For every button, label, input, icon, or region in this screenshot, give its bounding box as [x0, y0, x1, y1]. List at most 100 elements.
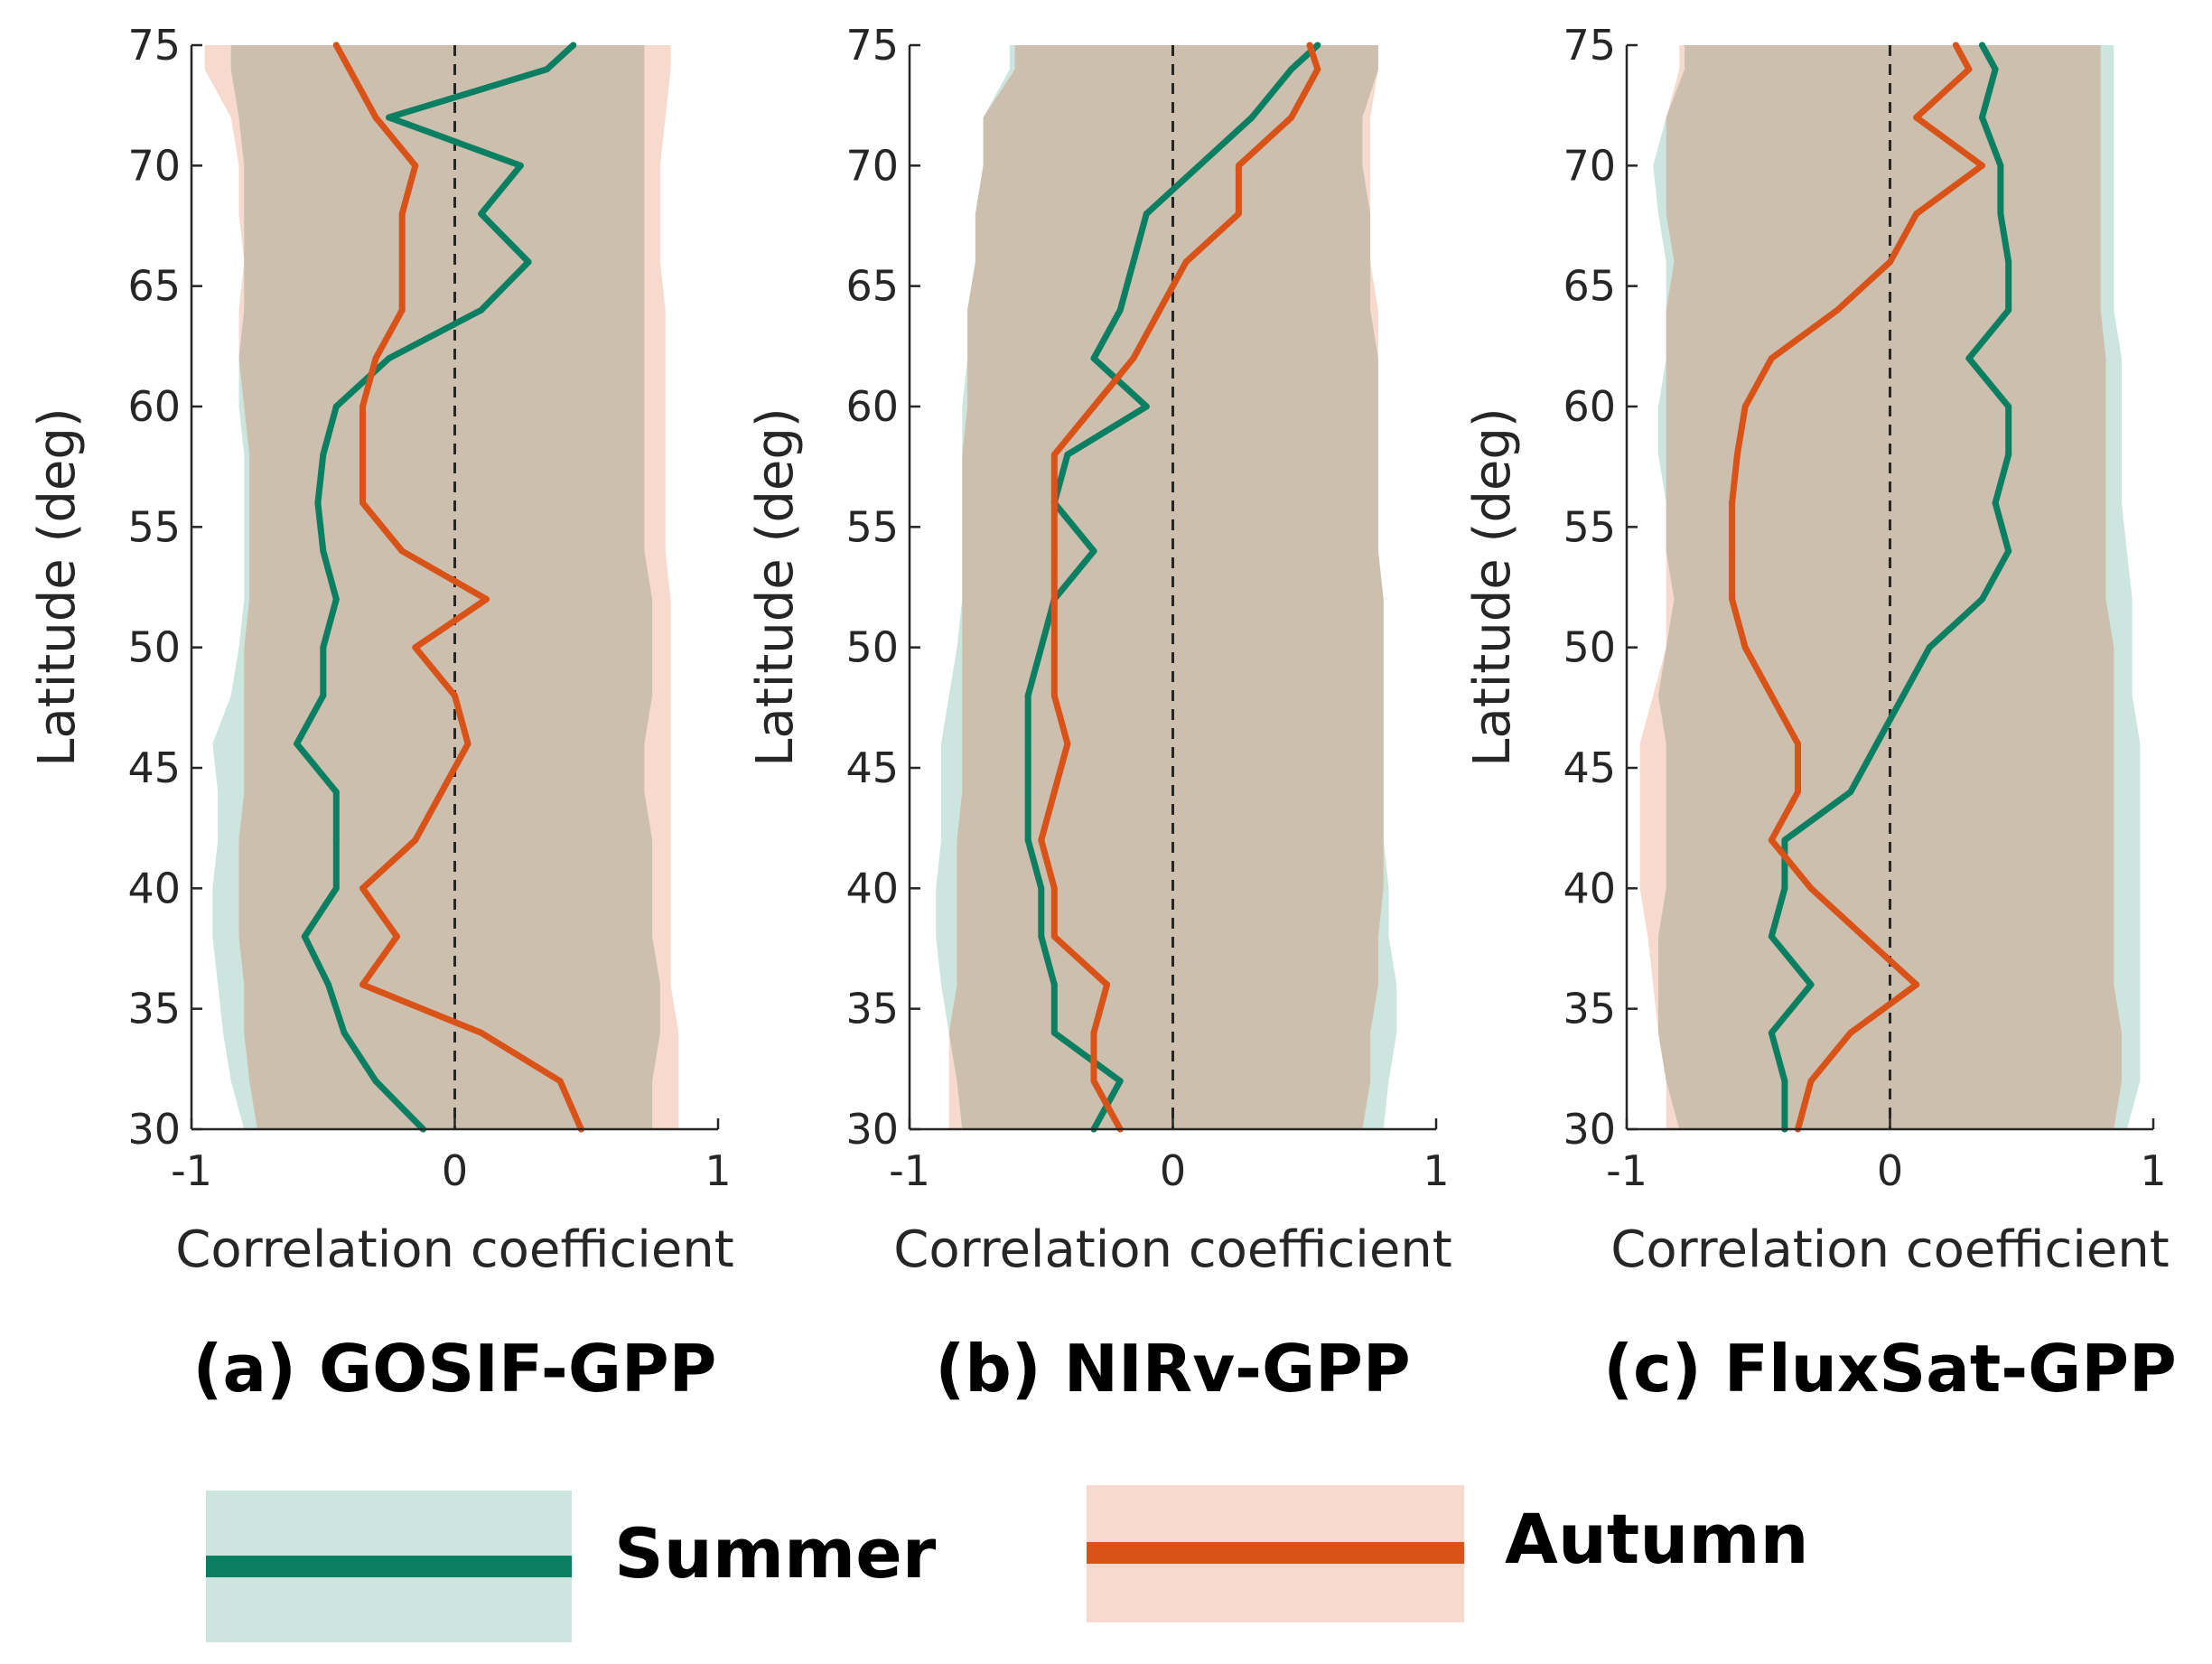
- data-point-summer: [320, 644, 327, 651]
- data-point-autumn: [1847, 1029, 1854, 1036]
- y-tick-label: 35: [1563, 985, 1616, 1033]
- data-point-autumn: [1952, 42, 1959, 49]
- legend-autumn-label: Autumn: [1505, 1499, 1809, 1579]
- data-point-autumn: [1182, 258, 1190, 266]
- data-point-autumn: [359, 403, 366, 410]
- y-tick-label: 50: [1563, 623, 1616, 672]
- data-point-autumn: [372, 355, 379, 362]
- legend-autumn-line: [1087, 1542, 1464, 1564]
- chart-panel-1: 30 35 40 45 50 55 60 65 70 75 -1 0 1 Correlation coef…: [28, 21, 734, 1407]
- data-point-summer: [1314, 42, 1321, 49]
- data-point-summer: [1965, 355, 1973, 362]
- data-point-summer: [1992, 66, 1999, 73]
- legend-summer-label: Summer: [614, 1513, 937, 1594]
- data-point-summer: [1090, 547, 1097, 555]
- y-tick-label: 40: [127, 864, 181, 912]
- data-point-summer: [1038, 933, 1045, 940]
- data-point-summer: [341, 1029, 348, 1036]
- y-axis-label: Latitude (deg): [28, 407, 87, 767]
- y-tick-label: 45: [1563, 743, 1616, 792]
- data-point-autumn: [556, 1078, 564, 1085]
- data-point-summer: [332, 837, 340, 844]
- y-tick-label: 75: [127, 21, 181, 70]
- x-axis-label: Correlation coefficient: [1610, 1220, 2170, 1279]
- data-point-autumn: [1807, 1078, 1815, 1085]
- data-point-summer: [1024, 692, 1031, 699]
- data-point-autumn: [1314, 66, 1321, 73]
- data-point-summer: [1038, 884, 1045, 892]
- data-point-autumn: [1733, 451, 1741, 458]
- data-point-summer: [1050, 981, 1058, 988]
- y-tick-label: 55: [127, 502, 181, 551]
- data-point-autumn: [398, 210, 406, 218]
- y-axis-label: Latitude (deg): [746, 407, 805, 767]
- data-point-autumn: [1156, 306, 1163, 313]
- data-point-autumn: [1979, 162, 1985, 169]
- data-point-summer: [1090, 355, 1097, 362]
- data-point-summer: [301, 933, 308, 940]
- x-tick-label: 0: [1160, 1146, 1186, 1195]
- y-tick-label: 35: [127, 985, 181, 1033]
- data-point-autumn: [1741, 403, 1749, 410]
- y-tick-label: 65: [1563, 262, 1616, 311]
- series-line-summer: [1768, 42, 2012, 1133]
- data-point-summer: [1288, 66, 1295, 73]
- x-tick-label: 1: [2140, 1146, 2166, 1195]
- data-point-autumn: [478, 1029, 485, 1036]
- data-point-autumn: [398, 258, 406, 266]
- data-point-autumn: [1288, 114, 1295, 121]
- data-point-summer: [1024, 740, 1031, 747]
- data-point-summer: [2005, 547, 2012, 555]
- series-line-autumn: [1038, 42, 1321, 1133]
- series-line-summer: [294, 42, 577, 1133]
- y-tick-label: 45: [845, 743, 899, 792]
- x-tick-label: 1: [1423, 1146, 1449, 1195]
- data-point-autumn: [1807, 884, 1815, 892]
- data-point-summer: [1050, 1029, 1058, 1036]
- y-tick-label: 60: [1563, 382, 1616, 431]
- y-tick-label: 70: [1563, 141, 1616, 190]
- data-point-autumn: [1913, 981, 1920, 988]
- data-point-summer: [320, 547, 327, 555]
- data-point-autumn: [398, 547, 406, 555]
- data-point-autumn: [1768, 692, 1775, 699]
- y-tick-label: 60: [127, 382, 181, 431]
- x-tick-label: -1: [171, 1146, 212, 1195]
- data-point-autumn: [1050, 451, 1058, 458]
- y-tick-label: 40: [1563, 864, 1616, 912]
- series-line-autumn: [332, 42, 584, 1133]
- data-point-autumn: [464, 740, 471, 747]
- data-point-summer: [1979, 114, 1985, 121]
- data-point-autumn: [1235, 162, 1242, 169]
- y-tick-label: 60: [845, 382, 899, 431]
- data-point-summer: [1873, 740, 1881, 747]
- data-point-summer: [314, 500, 322, 507]
- data-point-summer: [2005, 403, 2012, 410]
- data-point-summer: [332, 403, 340, 410]
- data-point-autumn: [1050, 500, 1058, 507]
- data-point-autumn: [1038, 837, 1045, 844]
- data-point-summer: [517, 162, 524, 169]
- y-tick-label: 50: [845, 623, 899, 672]
- data-point-summer: [1064, 451, 1071, 458]
- data-point-autumn: [346, 66, 353, 73]
- x-axis-label: Correlation coefficient: [893, 1220, 1452, 1279]
- y-axis-label: Latitude (deg): [1463, 407, 1522, 767]
- data-point-autumn: [1729, 595, 1736, 603]
- data-point-autumn: [1729, 547, 1736, 555]
- data-point-summer: [1979, 595, 1985, 603]
- data-point-autumn: [1235, 210, 1242, 218]
- data-point-autumn: [438, 789, 445, 796]
- data-point-summer: [1992, 500, 1999, 507]
- data-point-autumn: [1104, 981, 1111, 988]
- data-point-summer: [1926, 644, 1933, 651]
- band-overlap: [948, 45, 1384, 1129]
- data-point-summer: [478, 306, 485, 313]
- data-point-autumn: [1965, 66, 1973, 73]
- data-point-autumn: [1050, 644, 1058, 651]
- data-point-summer: [1768, 1029, 1775, 1036]
- y-tick-label: 30: [1563, 1105, 1616, 1154]
- y-tick-label: 50: [127, 623, 181, 672]
- data-point-autumn: [372, 114, 379, 121]
